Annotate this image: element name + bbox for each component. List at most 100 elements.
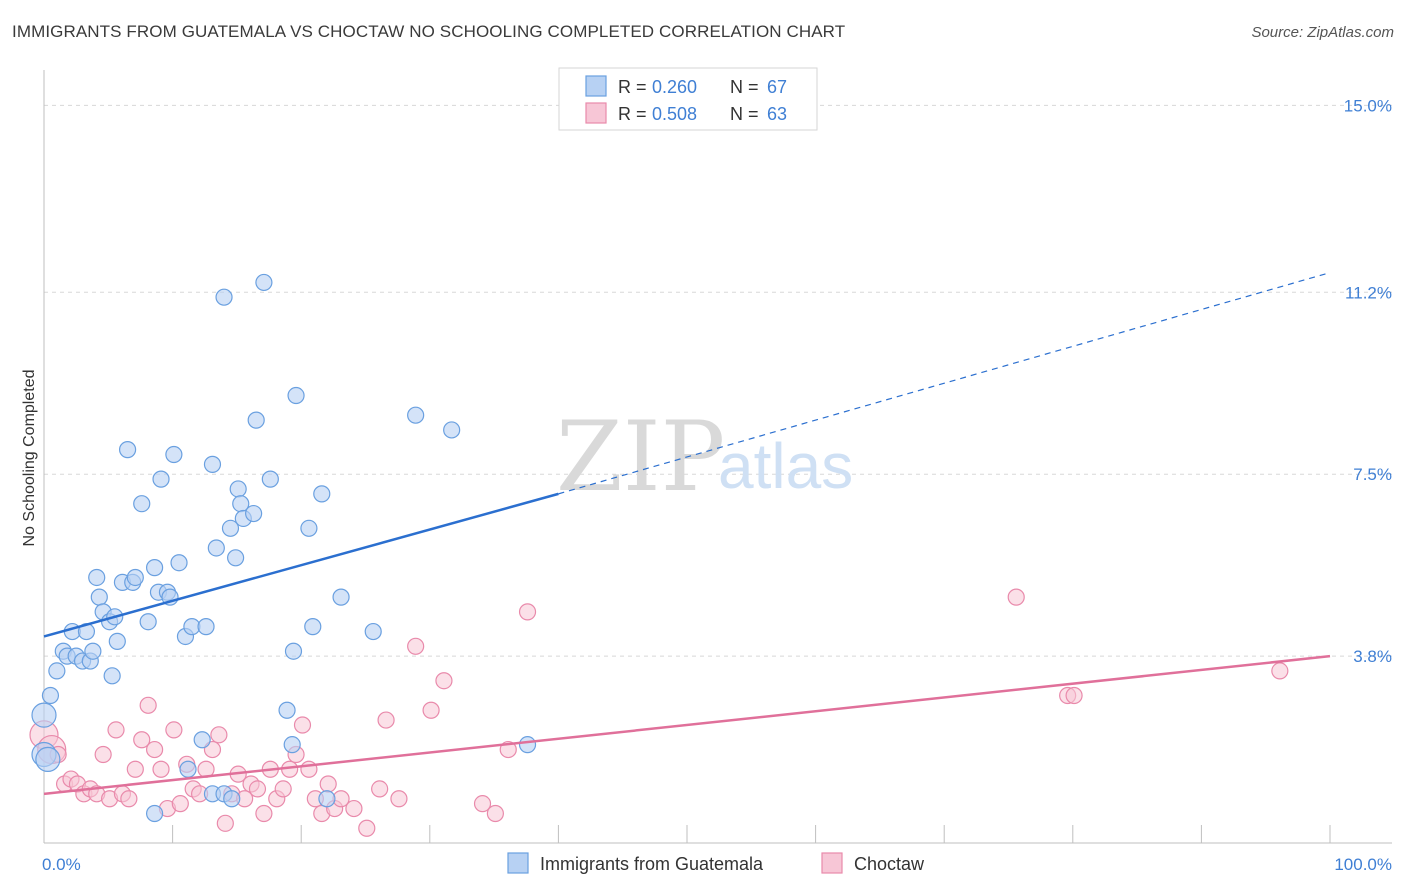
guatemala-point-3 [48,662,66,680]
guatemala-point-40 [229,480,247,498]
y-tick-label-0: 3.8% [1353,647,1392,666]
guatemala-point-0 [31,702,57,728]
guatemala-point-2 [41,686,60,705]
choctaw-point-51 [390,790,408,808]
legend-n-label-1: N = [730,77,759,97]
choctaw-point-61 [1065,686,1083,705]
guatemala-point-56 [364,622,382,641]
guatemala-point-31 [170,554,188,572]
choctaw-point-27 [210,726,228,744]
choctaw-point-40 [293,716,312,734]
guatemala-point-46 [261,470,279,488]
y-tick-label-1: 7.5% [1353,465,1392,484]
choctaw-point-21 [171,795,189,813]
legend-r-value-1: 0.260 [652,77,697,97]
legend-n-value-2: 63 [767,104,787,124]
legend-swatch-choctaw [585,102,607,124]
choctaw-point-20 [165,721,183,739]
bottom-legend-label-choctaw: Choctaw [854,854,925,874]
guatemala-point-39 [227,549,245,567]
x-tick-label-min: 0.0% [42,855,81,874]
guatemala-point-27 [152,470,170,488]
guatemala-point-50 [287,386,305,405]
guatemala-point-37 [215,288,233,306]
guatemala-point-65 [223,790,241,808]
grid-lines [44,104,1392,657]
choctaw-point-50 [377,711,395,729]
choctaw-point-54 [435,672,453,690]
guatemala-point-13 [90,588,108,606]
choctaw-point-13 [120,790,138,808]
guatemala-trend-extension [558,272,1331,495]
choctaw-point-14 [126,760,144,778]
guatemala-point-54 [318,790,336,808]
guatemala-point-38 [221,519,240,537]
choctaw-point-34 [255,804,273,823]
choctaw-point-9 [94,745,112,764]
guatemala-point-58 [443,421,461,439]
choctaw-point-33 [248,780,267,798]
guatemala-point-60 [145,804,164,823]
tick-labels: 3.8% 7.5% 11.2% 15.0% 0.0% 100.0% [42,96,1392,874]
choctaw-point-18 [152,760,170,778]
guatemala-point-12 [88,568,106,587]
guatemala-point-36 [207,539,225,557]
guatemala-point-61 [179,760,197,778]
legend-n-value-1: 67 [767,77,787,97]
watermark: ZIP atlas [556,401,853,513]
guatemala-point-62 [193,731,211,749]
legend-r-label-2: R = [618,104,647,124]
guatemala-point-49 [284,642,303,660]
choctaw-trend-line [43,654,1331,796]
choctaw-point-16 [139,696,157,714]
guatemala-point-53 [313,485,331,503]
series-legend: Immigrants from Guatemala Choctaw [507,852,925,874]
guatemala-point-45 [255,273,273,292]
guatemala-point-23 [133,495,151,513]
bottom-legend-swatch-guatemala [507,852,529,874]
guatemala-point-52 [304,618,322,636]
choctaw-point-17 [145,740,164,759]
choctaw-point-15 [133,731,151,749]
trend-lines [43,272,1331,796]
choctaw-point-47 [345,799,363,818]
guatemala-point-51 [300,519,318,537]
guatemala-point-59 [518,736,537,754]
watermark-zip: ZIP [556,401,725,513]
choctaw-point-44 [319,775,337,793]
guatemala-point-44 [247,411,265,429]
choctaw-point-52 [407,637,425,655]
legend-r-label-1: R = [618,77,647,97]
guatemala-point-47 [278,701,296,719]
guatemala-point-48 [283,736,301,754]
y-axis-label: No Schooling Completed [21,370,38,547]
legend-swatch-guatemala [585,75,607,97]
choctaw-point-11 [107,721,125,739]
guatemala-point-17 [108,632,126,650]
guatemala-point-22 [126,568,144,587]
choctaw-point-59 [1007,588,1025,606]
bottom-legend-swatch-choctaw [821,852,843,874]
y-tick-label-2: 11.2% [1345,283,1392,302]
choctaw-point-55 [473,795,492,813]
choctaw-point-48 [358,819,376,837]
choctaw-point-56 [486,804,504,823]
choctaw-point-37 [274,780,292,798]
guatemala-point-30 [165,445,183,464]
guatemala-point-66 [35,746,61,773]
guatemala-points [31,273,537,823]
guatemala-point-18 [103,667,121,685]
guatemala-point-25 [145,559,164,577]
bottom-legend-label-guatemala: Immigrants from Guatemala [540,854,764,874]
guatemala-point-57 [407,406,425,424]
guatemala-point-20 [118,441,137,459]
legend-n-label-2: N = [730,104,759,124]
watermark-atlas: atlas [718,430,853,502]
guatemala-point-11 [84,642,102,660]
choctaw-point-53 [422,701,440,719]
choctaw-point-62 [1271,662,1289,680]
chart-title: IMMIGRANTS FROM GUATEMALA VS CHOCTAW NO … [12,22,846,41]
guatemala-point-43 [245,504,263,523]
guatemala-point-35 [203,455,222,473]
